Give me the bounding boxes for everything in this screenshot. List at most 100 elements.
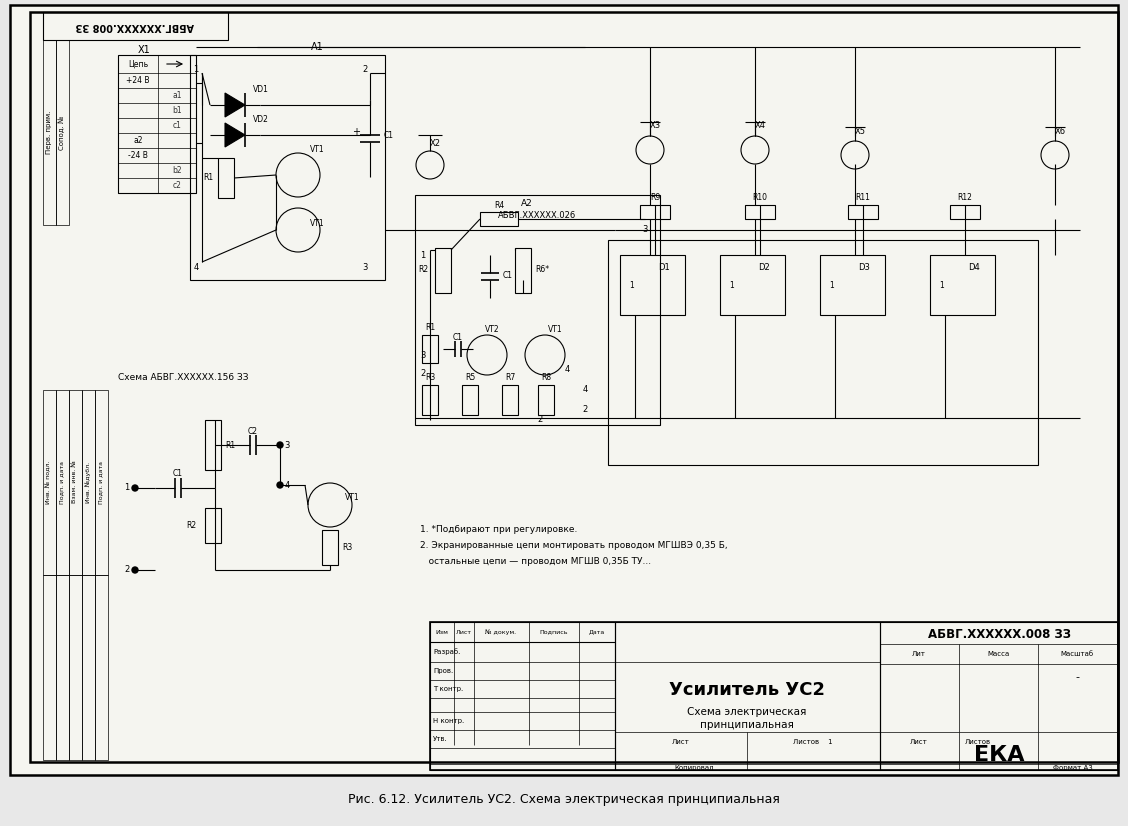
Text: Подп. и дата: Подп. и дата xyxy=(60,461,64,504)
Text: 3: 3 xyxy=(642,225,647,235)
Bar xyxy=(515,248,531,293)
Bar xyxy=(95,390,108,575)
Text: 3: 3 xyxy=(284,440,290,449)
Bar xyxy=(422,385,438,415)
Text: c1: c1 xyxy=(173,121,182,130)
Bar xyxy=(502,385,518,415)
Text: VT2: VT2 xyxy=(485,325,500,334)
Text: Инв. № подл.: Инв. № подл. xyxy=(46,460,52,504)
Text: b2: b2 xyxy=(173,166,182,175)
Text: X6: X6 xyxy=(1055,126,1066,135)
Text: VD1: VD1 xyxy=(253,84,268,93)
Text: Сопод. №: Сопод. № xyxy=(59,116,65,150)
Text: ЕКА: ЕКА xyxy=(973,745,1024,765)
Bar xyxy=(205,420,221,470)
Bar xyxy=(56,40,69,225)
Text: Т контр.: Т контр. xyxy=(433,686,464,692)
Text: R6*: R6* xyxy=(535,265,549,274)
Text: VT1: VT1 xyxy=(310,220,325,229)
Bar xyxy=(462,385,478,415)
Text: АБВГ.XXXXXX.008 ЗЗ: АБВГ.XXXXXX.008 ЗЗ xyxy=(76,21,194,31)
Text: Взам. инв. №: Взам. инв. № xyxy=(72,461,78,503)
Bar xyxy=(929,255,995,315)
Bar xyxy=(321,530,338,565)
Circle shape xyxy=(277,482,283,488)
Text: 2. Экранированные цепи монтировать проводом МГШВЭ 0,35 Б,: 2. Экранированные цепи монтировать прово… xyxy=(420,542,728,550)
Text: R1: R1 xyxy=(425,322,435,331)
Text: 2: 2 xyxy=(582,406,588,415)
Bar xyxy=(82,575,95,760)
Bar xyxy=(430,622,615,770)
Bar xyxy=(744,205,775,219)
Bar xyxy=(848,205,878,219)
Bar xyxy=(56,575,69,760)
Bar xyxy=(720,255,785,315)
Polygon shape xyxy=(224,93,245,117)
Text: D4: D4 xyxy=(968,263,980,272)
Text: Изм: Изм xyxy=(435,629,449,634)
Text: 4: 4 xyxy=(582,386,588,395)
Bar xyxy=(82,390,95,575)
Text: X3: X3 xyxy=(650,121,661,131)
Text: C1: C1 xyxy=(503,272,513,281)
Text: 4: 4 xyxy=(284,481,290,490)
Text: Схема АБВГ.XXXXXX.156 ЗЗ: Схема АБВГ.XXXXXX.156 ЗЗ xyxy=(118,373,248,382)
Bar xyxy=(435,248,451,293)
Text: Листов    1: Листов 1 xyxy=(793,739,832,745)
Bar xyxy=(43,575,56,760)
Text: X2: X2 xyxy=(430,139,441,148)
Text: 2: 2 xyxy=(537,415,543,425)
Bar xyxy=(640,205,670,219)
Text: R1: R1 xyxy=(224,440,235,449)
Text: D3: D3 xyxy=(858,263,870,272)
Circle shape xyxy=(277,442,283,448)
Text: b1: b1 xyxy=(173,106,182,115)
Text: Лит: Лит xyxy=(913,651,926,657)
Bar xyxy=(190,55,385,280)
Text: Перв. прим.: Перв. прим. xyxy=(46,111,52,154)
Text: Листов: Листов xyxy=(964,739,992,745)
Text: D2: D2 xyxy=(758,263,770,272)
Text: VT1: VT1 xyxy=(310,145,325,154)
Text: Инв. №дубл.: Инв. №дубл. xyxy=(86,462,91,502)
Bar xyxy=(880,622,1118,770)
Text: Схема электрическая: Схема электрическая xyxy=(687,707,807,717)
Text: АБВГ.XXXXXX.008 ЗЗ: АБВГ.XXXXXX.008 ЗЗ xyxy=(927,628,1070,640)
Text: X4: X4 xyxy=(755,121,766,131)
Text: c2: c2 xyxy=(173,181,182,190)
Text: VT1: VT1 xyxy=(345,492,360,501)
Text: R9: R9 xyxy=(650,193,660,202)
Text: Пров.: Пров. xyxy=(433,668,453,674)
Bar xyxy=(118,55,196,193)
Text: Масса: Масса xyxy=(987,651,1010,657)
Text: Цепь: Цепь xyxy=(127,59,148,69)
Text: 1: 1 xyxy=(940,281,944,289)
Text: A1: A1 xyxy=(310,42,324,52)
Text: Лист: Лист xyxy=(910,739,928,745)
Text: R4: R4 xyxy=(494,201,504,210)
Text: 1. *Подбирают при регулировке.: 1. *Подбирают при регулировке. xyxy=(420,525,578,534)
Text: -24 В: -24 В xyxy=(129,151,148,160)
Text: 1: 1 xyxy=(124,483,130,492)
Bar xyxy=(43,12,228,40)
Text: 2: 2 xyxy=(421,368,425,377)
Text: R2: R2 xyxy=(418,265,428,274)
Text: R2: R2 xyxy=(186,520,196,529)
Text: Лист: Лист xyxy=(672,739,690,745)
Text: а1: а1 xyxy=(173,91,182,100)
Text: Формат А3: Формат А3 xyxy=(1054,765,1093,771)
Bar xyxy=(69,390,82,575)
Text: Рис. 6.12. Усилитель УС2. Схема электрическая принципиальная: Рис. 6.12. Усилитель УС2. Схема электрич… xyxy=(349,794,779,806)
Text: Дата: Дата xyxy=(589,629,605,634)
Bar xyxy=(43,40,56,225)
Text: 1: 1 xyxy=(629,281,634,289)
Text: R8: R8 xyxy=(541,373,552,382)
Bar xyxy=(620,255,685,315)
Bar xyxy=(95,575,108,760)
Text: VT1: VT1 xyxy=(548,325,563,334)
Text: X5: X5 xyxy=(855,126,865,135)
Text: D1: D1 xyxy=(659,263,670,272)
Polygon shape xyxy=(224,123,245,147)
Text: Разраб.: Разраб. xyxy=(433,648,460,655)
Bar xyxy=(205,508,221,543)
